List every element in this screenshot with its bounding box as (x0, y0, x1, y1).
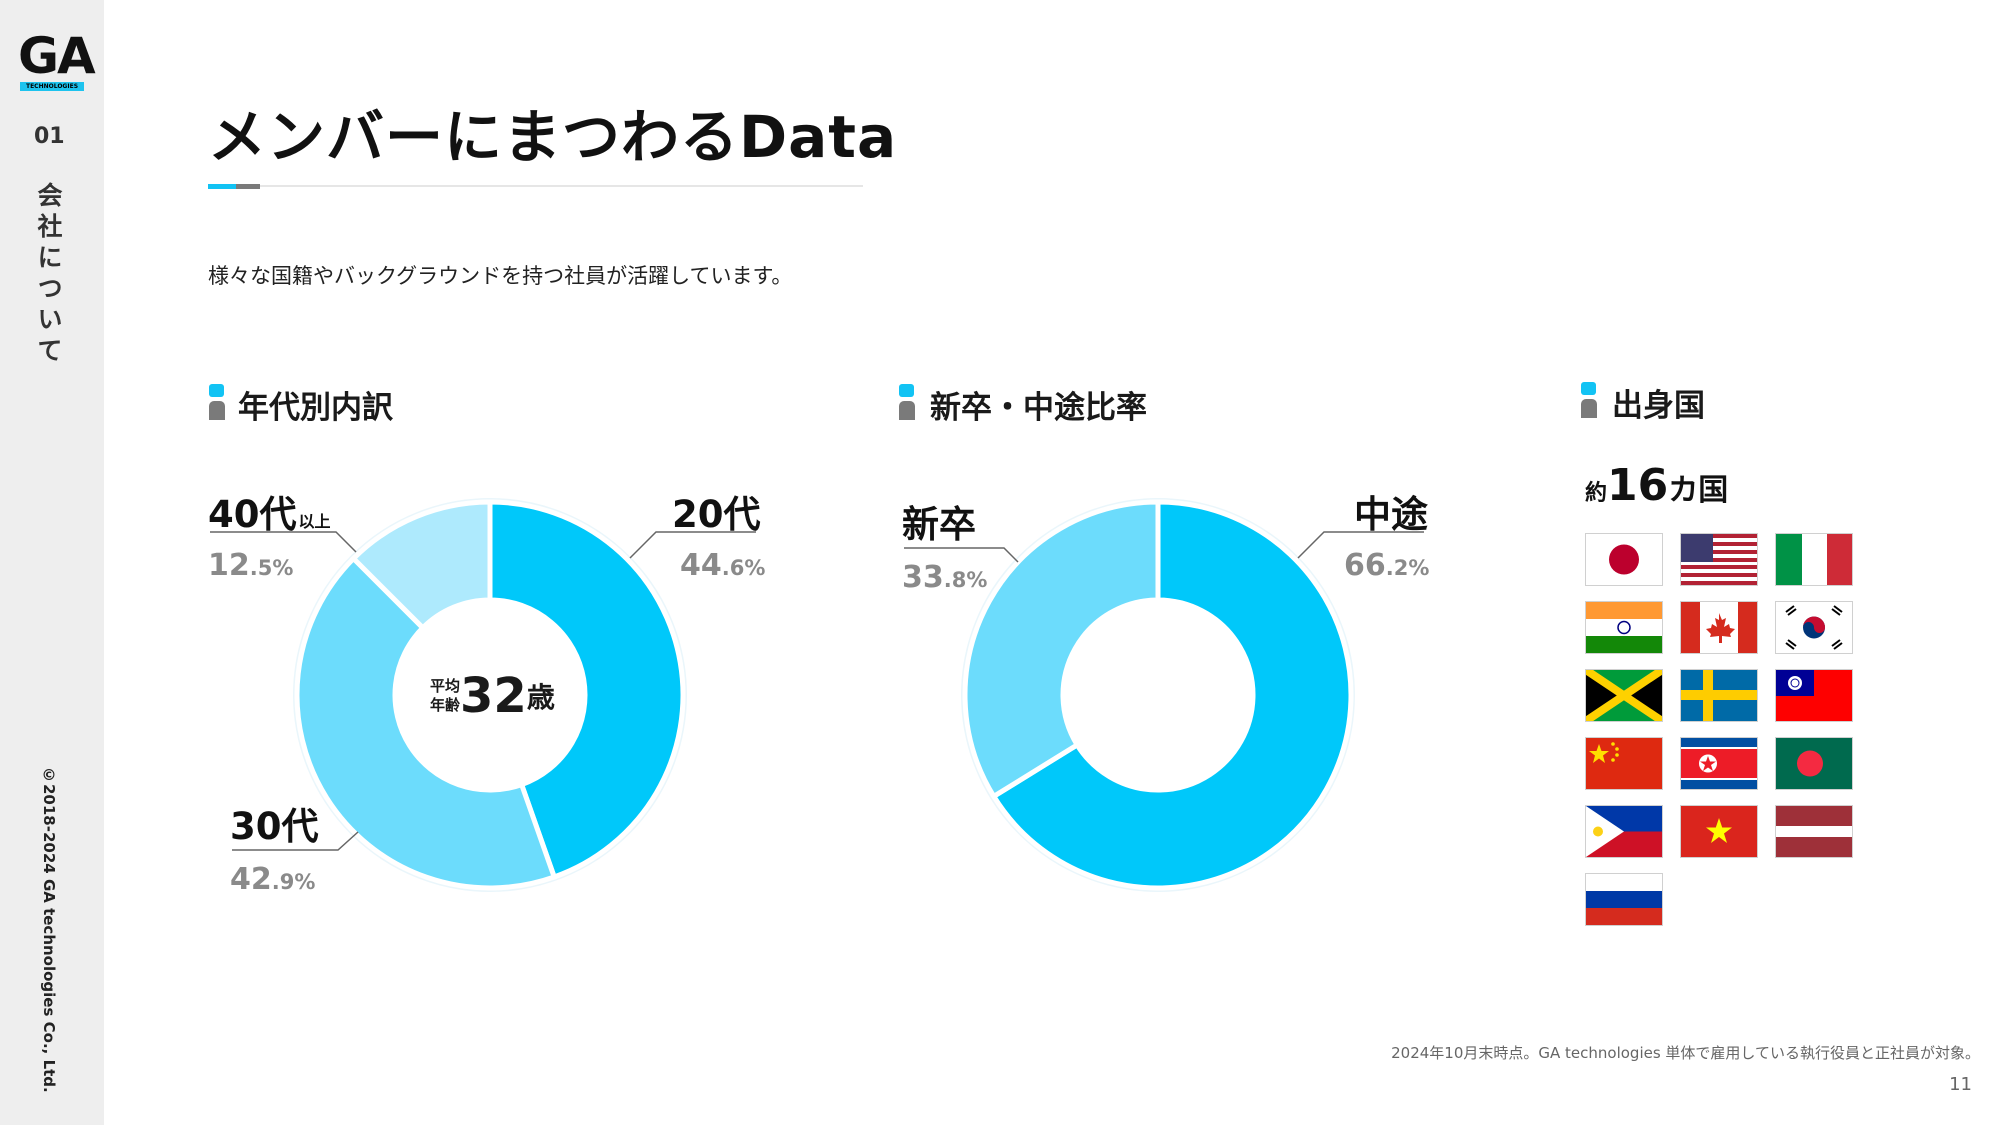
average-age-value: 32 (460, 668, 527, 724)
label-20s: 20代 (672, 493, 761, 536)
bangladesh-flag (1775, 737, 1853, 790)
title-accent-gray (236, 184, 260, 189)
company-logo: GA (18, 27, 96, 85)
taiwan-flag (1775, 669, 1853, 722)
latvia-flag (1775, 805, 1853, 858)
hire-donut-chart (961, 498, 1355, 892)
section-number: 01 (34, 124, 65, 149)
india-flag (1585, 601, 1663, 654)
label-new-grad: 新卒 (902, 503, 976, 546)
pct-40s: 12.5% (208, 548, 294, 583)
footnote: 2024年10月末時点。GA technologies 単体で雇用している執行役… (1391, 1044, 1980, 1062)
china-flag (1585, 737, 1663, 790)
sidebar: GA TECHNOLOGIES 01 会社について ©2018-2024 GA … (0, 0, 104, 1125)
donut-slice-mid-career (990, 499, 1354, 891)
pct-20s: 44.6% (680, 548, 766, 583)
title-accent (208, 184, 236, 189)
country-count: 約16カ国 (1585, 460, 1729, 511)
label-mid-career: 中途 (1354, 493, 1428, 536)
person-icon (1581, 382, 1597, 418)
usa-flag (1680, 533, 1758, 586)
age-breakdown-heading: 年代別内訳 (238, 390, 393, 426)
page-title: メンバーにまつわるData (208, 103, 898, 171)
page-subtitle: 様々な国籍やバックグラウンドを持つ社員が活躍しています。 (208, 264, 793, 288)
philippines-flag (1585, 805, 1663, 858)
person-icon (209, 384, 225, 420)
leader-line-40s (210, 531, 357, 553)
japan-flag (1585, 533, 1663, 586)
north-korea-flag (1680, 737, 1758, 790)
label-30s: 30代 (230, 805, 319, 848)
donut-slice-new-grad (962, 499, 1161, 800)
italy-flag (1775, 533, 1853, 586)
label-40s: 40代 以上 (208, 493, 331, 536)
section-title: 会社について (34, 182, 63, 368)
sweden-flag (1680, 669, 1758, 722)
average-age-unit: 歳 (526, 681, 555, 714)
copyright: ©2018-2024 GA technologies Co., Ltd. (40, 766, 58, 1093)
donut-slice-40s-plus (349, 499, 493, 632)
leader-line-30s (232, 831, 359, 851)
donut-slice-20s (487, 499, 686, 881)
title-underline (208, 185, 863, 187)
canada-flag (1680, 601, 1758, 654)
vietnam-flag (1680, 805, 1758, 858)
birth-country-heading: 出身国 (1612, 388, 1705, 424)
jamaica-flag (1585, 669, 1663, 722)
average-age-label: 平均 年齢32歳 (430, 668, 555, 724)
hire-ratio-heading: 新卒・中途比率 (930, 390, 1147, 426)
donut-outer-ring (293, 498, 687, 892)
person-icon (899, 384, 915, 420)
leader-line-new-grad (904, 547, 1019, 563)
pct-mid-career: 66.2% (1344, 548, 1430, 583)
company-logo-subtext: TECHNOLOGIES (20, 82, 84, 91)
leader-line-20s (629, 531, 756, 559)
pct-new-grad: 33.8% (902, 560, 988, 595)
leader-line-mid-career (1297, 531, 1424, 559)
donut-slice-30s (294, 554, 558, 891)
age-donut-chart (293, 498, 687, 892)
south-korea-flag (1775, 601, 1853, 654)
donut-outer-ring (961, 498, 1355, 892)
russia-flag (1585, 873, 1663, 926)
page-number: 11 (1949, 1074, 1972, 1095)
pct-30s: 42.9% (230, 862, 316, 897)
average-age-prefix: 平均 年齢 (430, 677, 461, 714)
